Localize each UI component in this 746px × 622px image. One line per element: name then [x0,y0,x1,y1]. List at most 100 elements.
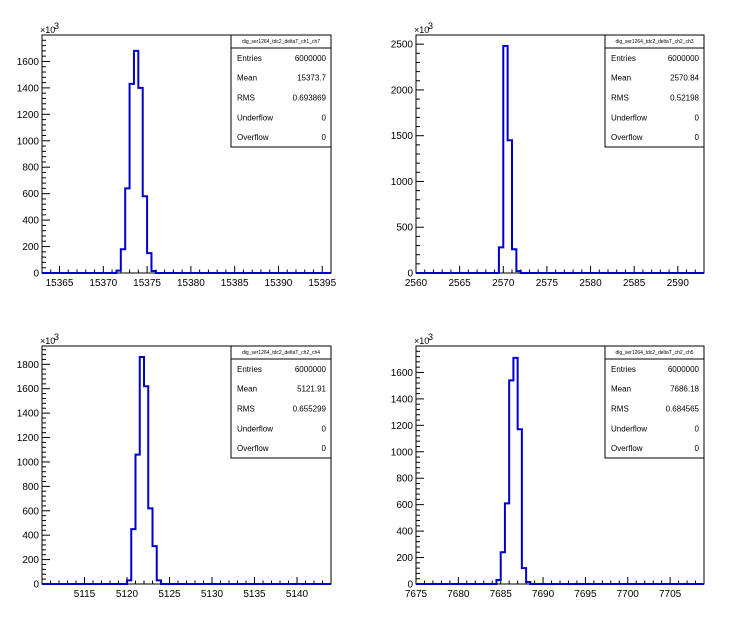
histogram-panel: 7675 7680 7685 7690 7695 7700 7705 0 200 400 600 80… [391,332,705,600]
stat-label: Mean [237,74,257,83]
stat-label: RMS [237,94,255,103]
stat-label: Entries [611,54,636,63]
y-tick-label: 800 [396,474,413,485]
stats-box-frame [230,34,332,148]
x-tick-label: 7690 [532,589,555,600]
stat-label: RMS [611,405,629,414]
y-tick-label: 600 [396,500,413,511]
x-tick-label: 5115 [74,589,96,600]
x-tick-label: 2575 [536,278,559,289]
stats-box-frame [604,34,705,148]
y-tick-label: 1600 [391,368,414,379]
stat-value: 6000000 [295,365,327,374]
stats-box: dig_ser1264_tdc2_deltaT_ch2_ch4 Entries 60… [230,345,332,459]
stat-value: 6000000 [668,54,700,63]
y-tick-label: 200 [396,553,413,564]
histogram-panel: 5115 5120 5125 5130 5135 5140 0 200 400 600 800 100… [17,332,332,600]
x-tick-label: 5140 [286,589,309,600]
y-tick-label: 500 [396,223,413,234]
histogram-title: dig_ser1264_tdc2_deltaT_ch2_ch3 [615,39,693,45]
y-tick-label: 1400 [391,394,414,405]
x-tick-label: 2570 [492,278,515,289]
y-multiplier-label: ×10 [414,25,429,35]
histogram-title: dig_ser1264_tdc2_deltaT_ch1_ch7 [242,39,320,45]
stat-label: Entries [237,365,262,374]
x-tick-label: 5125 [158,589,181,600]
y-tick-label: 1400 [17,409,40,420]
y-multiplier-label: ×10 [414,336,429,346]
y-tick-label: 200 [22,242,39,253]
x-tick-label: 7680 [447,589,470,600]
y-tick-label: 2000 [391,85,414,96]
x-tick-label: 15365 [46,278,74,289]
x-tick-label: 7700 [617,589,640,600]
histogram-title: dig_ser1264_tdc2_deltaT_ch2_ch5 [615,350,693,356]
x-tick-label: 15390 [265,278,293,289]
y-tick-label: 0 [407,580,413,591]
stat-value: 6000000 [668,365,700,374]
x-tick-label: 15375 [133,278,161,289]
stats-box-frame [230,345,332,459]
stat-label: Mean [611,74,631,83]
stat-value: 5121.91 [297,385,326,394]
y-tick-label: 600 [22,506,39,517]
stat-label: Entries [237,54,262,63]
histogram-panel: 15365 15370 15375 15380 15385 15390 15395 0 200 4… [17,21,337,289]
histogram-outline [42,49,331,274]
y-tick-label: 1000 [17,136,40,147]
stat-value: 0.52198 [670,94,699,103]
stat-label: Underflow [237,113,273,122]
stat-value: 0.693869 [293,94,327,103]
y-multiplier-label: ×10 [40,336,55,346]
stat-label: Underflow [237,424,273,433]
y-tick-label: 1500 [391,131,414,142]
stat-label: RMS [237,405,255,414]
y-tick-label: 600 [22,189,39,200]
stat-value: 0.684565 [666,405,700,414]
stat-label: Underflow [611,113,647,122]
histogram-outline [42,355,331,585]
stat-label: Entries [611,365,636,374]
y-tick-label: 1200 [17,433,40,444]
y-tick-label: 400 [22,216,39,227]
x-tick-label: 2565 [449,278,472,289]
stat-value: 0 [695,424,700,433]
x-tick-label: 15395 [308,278,336,289]
y-multiplier-exponent: 3 [428,332,433,342]
y-tick-label: 1600 [17,57,40,68]
stat-label: Overflow [237,133,269,142]
stat-label: Mean [611,385,631,394]
y-tick-label: 1600 [17,384,40,395]
stat-value: 0.655299 [293,405,327,414]
stats-box: dig_ser1264_tdc2_deltaT_ch2_ch3 Entries 60… [604,34,705,148]
stat-value: 0 [322,444,327,453]
histogram-outline [416,44,704,274]
stat-value: 0 [695,133,700,142]
y-tick-label: 800 [22,482,39,493]
y-multiplier-exponent: 3 [54,21,59,31]
x-tick-label: 7695 [574,589,597,600]
stat-value: 0 [322,424,327,433]
y-multiplier-exponent: 3 [428,21,433,31]
y-tick-label: 200 [22,555,39,566]
stat-value: 0 [322,113,327,122]
histogram-title: dig_ser1264_tdc2_deltaT_ch2_ch4 [242,350,320,356]
stat-value: 7686.18 [670,385,699,394]
stats-box: dig_ser1264_tdc2_deltaT_ch1_ch7 Entries 60… [230,34,332,148]
stats-box: dig_ser1264_tdc2_deltaT_ch2_ch5 Entries 60… [604,345,705,459]
y-tick-label: 0 [33,269,39,280]
y-tick-label: 1000 [391,177,414,188]
x-tick-label: 15370 [89,278,117,289]
x-tick-label: 5135 [243,589,266,600]
y-tick-label: 1200 [17,110,40,121]
x-tick-label: 2560 [405,278,428,289]
histogram-outline [416,356,704,585]
stat-value: 2570.84 [670,74,699,83]
stat-label: Mean [237,385,257,394]
y-tick-label: 2500 [391,40,414,51]
stat-value: 0 [322,133,327,142]
y-tick-label: 800 [22,163,39,174]
x-tick-label: 7685 [490,589,513,600]
y-tick-label: 1800 [17,360,40,371]
